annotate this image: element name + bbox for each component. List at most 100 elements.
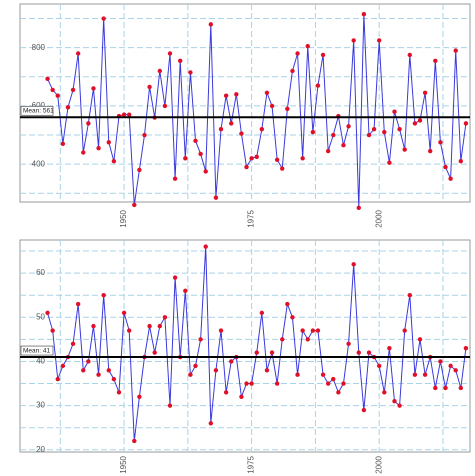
y-tick-label: 50 bbox=[36, 312, 45, 321]
data-point bbox=[167, 51, 173, 56]
data-point bbox=[172, 176, 178, 181]
data-point bbox=[407, 52, 412, 58]
data-point bbox=[234, 92, 239, 97]
data-point bbox=[336, 390, 341, 395]
data-point bbox=[75, 301, 81, 307]
data-point bbox=[448, 363, 453, 369]
data-point bbox=[371, 127, 377, 132]
data-point bbox=[167, 403, 173, 408]
data-point bbox=[300, 156, 305, 161]
data-point bbox=[111, 376, 117, 382]
data-point bbox=[121, 310, 127, 316]
data-point bbox=[229, 121, 234, 126]
data-point bbox=[438, 359, 443, 364]
y-tick-label: 400 bbox=[32, 159, 46, 168]
data-point bbox=[223, 390, 229, 395]
data-point bbox=[198, 337, 203, 342]
data-point bbox=[55, 376, 60, 382]
data-point bbox=[60, 141, 66, 146]
plot-frame bbox=[19, 239, 471, 453]
data-point bbox=[229, 359, 234, 364]
data-point bbox=[244, 164, 249, 170]
data-point bbox=[183, 156, 188, 161]
data-point bbox=[300, 328, 305, 333]
data-point bbox=[320, 372, 326, 377]
data-point bbox=[361, 407, 367, 413]
data-point bbox=[376, 38, 382, 43]
data-point bbox=[70, 341, 76, 346]
x-tick-label: 1950 bbox=[119, 209, 128, 227]
data-point bbox=[254, 350, 259, 355]
data-point bbox=[376, 363, 382, 369]
data-point bbox=[264, 368, 270, 373]
data-point bbox=[81, 368, 86, 373]
data-point bbox=[407, 293, 412, 298]
data-point bbox=[458, 385, 464, 391]
data-point bbox=[453, 48, 458, 53]
data-point bbox=[280, 166, 285, 171]
data-point bbox=[188, 372, 193, 377]
data-point bbox=[422, 90, 428, 96]
data-point bbox=[106, 140, 111, 145]
data-point bbox=[290, 68, 295, 74]
data-point bbox=[91, 323, 96, 329]
y-tick-label: 20 bbox=[36, 445, 45, 454]
data-point bbox=[285, 301, 290, 307]
data-point bbox=[417, 118, 423, 123]
data-point bbox=[433, 58, 438, 63]
data-point bbox=[75, 51, 81, 56]
mean-label: Mean: 561 bbox=[23, 107, 54, 114]
data-point bbox=[269, 350, 275, 355]
x-tick-label: 1950 bbox=[119, 455, 128, 473]
data-point bbox=[274, 381, 280, 386]
data-point bbox=[463, 121, 469, 126]
data-point bbox=[111, 159, 117, 164]
data-point bbox=[172, 275, 178, 280]
data-point bbox=[198, 151, 203, 157]
data-point bbox=[239, 394, 244, 399]
data-point bbox=[96, 372, 101, 377]
data-point bbox=[254, 154, 259, 160]
data-point bbox=[443, 385, 448, 391]
x-tick-label: 2000 bbox=[374, 209, 383, 227]
data-point bbox=[162, 103, 168, 109]
data-point bbox=[239, 131, 244, 136]
data-point bbox=[55, 93, 60, 98]
data-point bbox=[45, 76, 50, 82]
data-point bbox=[438, 140, 443, 145]
data-point bbox=[402, 328, 407, 333]
data-point bbox=[392, 399, 397, 404]
data-point bbox=[402, 147, 407, 152]
data-point bbox=[203, 244, 208, 249]
y-tick-label: 40 bbox=[36, 357, 45, 366]
data-point bbox=[116, 390, 122, 395]
x-tick-label: 1975 bbox=[247, 455, 256, 473]
data-point bbox=[463, 346, 469, 351]
data-point bbox=[387, 160, 392, 165]
data-point bbox=[86, 359, 91, 364]
y-tick-label: 60 bbox=[36, 268, 45, 277]
data-point bbox=[91, 86, 96, 91]
data-point bbox=[132, 438, 137, 444]
data-point bbox=[290, 315, 295, 320]
data-point bbox=[285, 106, 290, 112]
data-point bbox=[387, 346, 392, 351]
data-point bbox=[152, 350, 157, 355]
data-point bbox=[392, 109, 397, 114]
data-point bbox=[208, 22, 214, 27]
data-point bbox=[137, 394, 142, 399]
data-point bbox=[274, 157, 280, 162]
data-point bbox=[417, 337, 423, 342]
data-point bbox=[315, 83, 321, 88]
data-point bbox=[183, 288, 188, 293]
data-point bbox=[121, 112, 127, 117]
data-point bbox=[213, 195, 219, 200]
data-point bbox=[208, 421, 214, 426]
data-point bbox=[331, 132, 336, 138]
data-point bbox=[433, 385, 438, 391]
y-tick-label: 600 bbox=[32, 101, 46, 110]
mean-label: Mean: 41 bbox=[23, 347, 50, 354]
data-point bbox=[259, 310, 265, 316]
data-point bbox=[310, 129, 316, 135]
